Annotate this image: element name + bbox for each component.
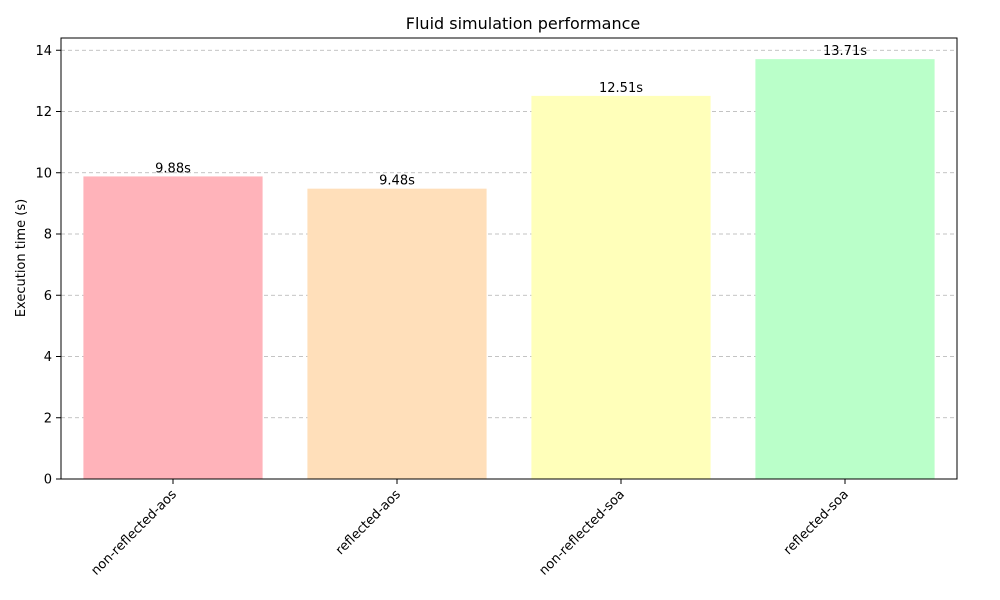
x-tick-label-reflected-aos: reflected-aos (333, 487, 404, 558)
y-axis-ticks: 0 2 4 6 8 10 12 14 (35, 44, 61, 488)
x-tick-label-non-reflected-aos: non-reflected-aos (88, 487, 180, 579)
y-tick-label: 2 (44, 411, 52, 426)
data-label-reflected-aos: 9.48s (379, 174, 415, 189)
y-tick-label: 6 (44, 289, 52, 304)
data-label-non-reflected-soa: 12.51s (599, 81, 643, 96)
data-label-non-reflected-aos: 9.88s (155, 161, 191, 176)
y-tick-label: 10 (35, 166, 52, 181)
y-axis-label: Execution time (s) (14, 199, 29, 317)
data-label-reflected-soa: 13.71s (823, 44, 867, 59)
bar-non-reflected-soa (531, 95, 711, 479)
x-tick-label-reflected-soa: reflected-soa (781, 487, 852, 558)
y-tick-label: 4 (44, 350, 52, 365)
data-labels: 9.88s 9.48s 12.51s 13.71s (155, 44, 867, 189)
y-tick-label: 12 (35, 105, 52, 120)
bar-reflected-soa (755, 59, 935, 479)
x-tick-label-non-reflected-soa: non-reflected-soa (536, 487, 627, 578)
bars (83, 59, 935, 480)
chart-title: Fluid simulation performance (406, 14, 640, 33)
y-tick-label: 14 (35, 44, 52, 59)
y-tick-label: 0 (44, 473, 52, 488)
y-tick-label: 8 (44, 228, 52, 243)
bar-reflected-aos (307, 188, 487, 480)
x-axis-ticks: non-reflected-aos reflected-aos non-reflec… (88, 479, 852, 579)
bar-non-reflected-aos (83, 176, 263, 480)
plot-frame (60, 37, 958, 480)
